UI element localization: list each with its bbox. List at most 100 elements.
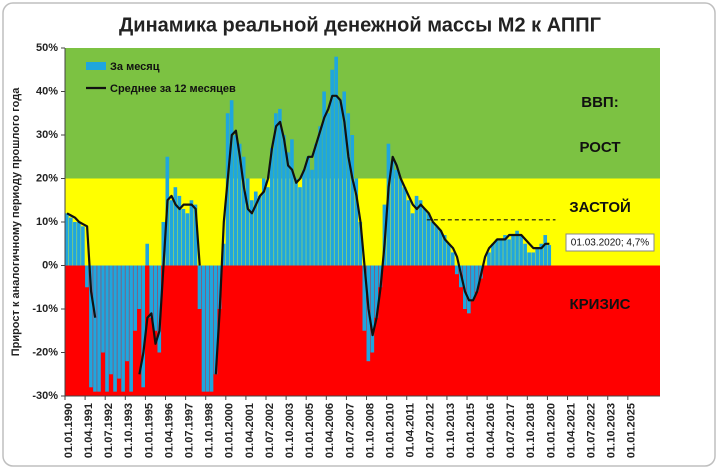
bar <box>322 91 326 266</box>
bar <box>125 265 129 362</box>
bar <box>330 69 334 266</box>
bar <box>209 265 214 392</box>
bar <box>471 265 475 301</box>
bar <box>97 265 101 392</box>
x-tick-label: 01.01.1990 <box>63 403 75 458</box>
zone-label: ЗАСТОЙ <box>569 198 631 216</box>
line <box>66 94 550 375</box>
bar <box>129 265 133 392</box>
bar <box>422 208 427 266</box>
bar <box>515 230 519 266</box>
x-tick-label: 01.10.2018 <box>525 403 537 458</box>
x-tick-label: 01.01.2020 <box>545 403 557 458</box>
y-tick-label: 40% <box>36 85 58 97</box>
y-tick-label: -30% <box>32 390 58 402</box>
bar <box>253 191 258 266</box>
annotation: 01.03.2020; 4,7% <box>571 238 650 249</box>
bar <box>491 243 495 266</box>
bar <box>189 200 194 266</box>
x-tick-label: 01.04.2011 <box>405 403 417 457</box>
bar <box>358 222 363 266</box>
bar <box>414 195 419 266</box>
bar <box>326 113 330 266</box>
bar <box>145 243 150 266</box>
x-tick-label: 01.10.2013 <box>445 403 457 458</box>
bar <box>523 243 527 266</box>
plot <box>65 56 552 392</box>
y-tick-label: 50% <box>36 42 58 54</box>
bar <box>261 178 266 266</box>
bar <box>185 213 190 266</box>
x-tick-label: 01.07.1997 <box>184 403 196 458</box>
bar <box>531 252 535 266</box>
x-tick-label: 01.07.2012 <box>425 403 437 458</box>
legend-label: За месяц <box>110 61 160 73</box>
bar <box>374 265 379 318</box>
y-tick-label: 0% <box>42 259 58 271</box>
chart-title: Динамика реальной денежной массы М2 к АП… <box>119 14 601 36</box>
bar <box>434 226 439 266</box>
bar <box>543 235 548 266</box>
bar <box>73 222 77 266</box>
zone-label: ВВП: <box>581 94 618 111</box>
bar <box>193 204 198 266</box>
bar <box>69 217 73 266</box>
bar <box>205 265 210 392</box>
bar <box>438 230 443 266</box>
bar <box>302 169 306 266</box>
bar <box>85 265 89 288</box>
bar <box>77 222 81 266</box>
legend-label: Среднее за 12 месяцев <box>110 83 236 95</box>
bar <box>221 243 226 266</box>
x-tick-label: 01.04.1991 <box>83 403 95 458</box>
bar <box>354 178 359 266</box>
annotation-box <box>565 233 655 252</box>
bar <box>467 265 471 314</box>
bar <box>197 265 202 309</box>
bar <box>229 100 234 266</box>
bar <box>101 265 105 353</box>
bar <box>249 200 254 266</box>
bar <box>298 187 302 266</box>
bar <box>278 108 282 266</box>
bar <box>362 265 367 331</box>
bar <box>117 265 121 379</box>
x-tick-label: 01.04.2001 <box>244 403 256 458</box>
bar <box>237 143 242 266</box>
bar <box>370 265 375 353</box>
x-tick-label: 01.01.2005 <box>304 403 316 458</box>
bar <box>141 265 146 388</box>
bar <box>65 213 69 266</box>
bar <box>402 187 407 266</box>
bar <box>406 200 411 266</box>
legend-swatch <box>86 62 106 70</box>
zone-label: КРИЗИС <box>570 296 631 313</box>
x-tick-label: 01.07.2007 <box>344 403 356 458</box>
bar <box>173 187 178 266</box>
bar <box>342 91 347 266</box>
bar <box>350 135 355 266</box>
y-tick-label: -20% <box>32 346 58 358</box>
bar <box>442 235 447 266</box>
y-axis-label: Прирост к аналогичному периоду прошлого … <box>10 87 22 356</box>
x-tick-label: 01.04.2006 <box>324 403 336 458</box>
bar <box>294 178 298 266</box>
bar <box>282 135 286 266</box>
bar <box>418 200 423 266</box>
bar <box>133 265 137 331</box>
bar <box>410 213 415 266</box>
bar <box>314 143 318 266</box>
bar <box>81 226 85 266</box>
bar <box>503 235 507 266</box>
zone <box>65 48 660 179</box>
bar <box>290 139 294 266</box>
bar <box>450 252 455 266</box>
bar <box>306 156 310 266</box>
x-tick-label: 01.01.2025 <box>626 403 638 458</box>
x-tick-label: 01.10.2023 <box>606 403 618 458</box>
bar <box>137 265 141 309</box>
bar <box>149 265 154 318</box>
bar <box>310 169 314 266</box>
bar <box>217 265 222 309</box>
